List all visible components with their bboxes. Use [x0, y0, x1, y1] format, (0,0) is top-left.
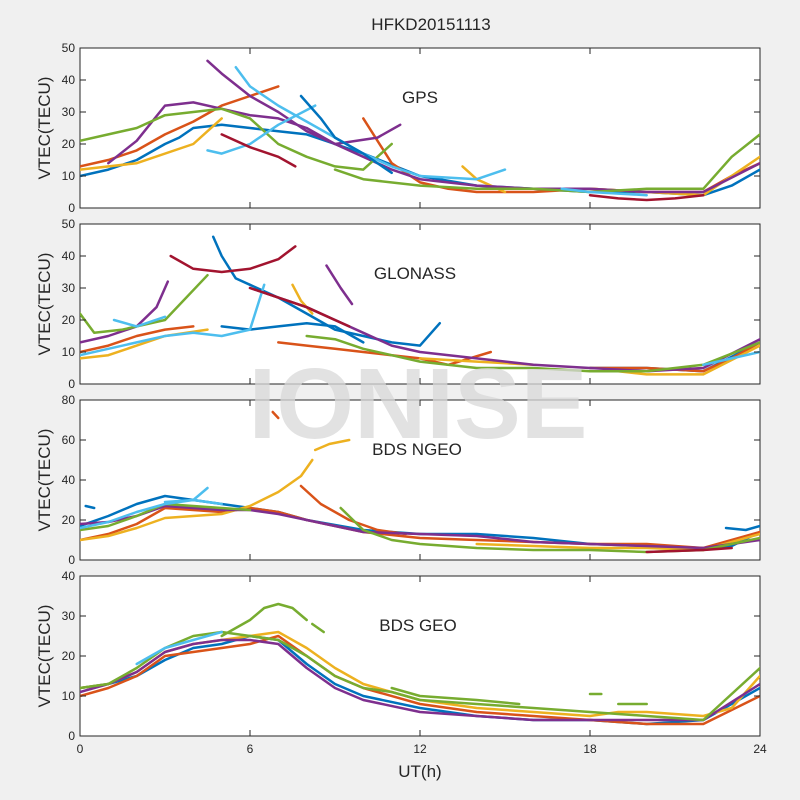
series-group-gps	[80, 59, 760, 202]
y-tick-label: 0	[68, 201, 75, 215]
y-tick-label: 40	[62, 473, 76, 487]
series-line-glonass-4	[80, 325, 195, 354]
y-tick-label: 20	[62, 649, 76, 663]
y-tick-label: 60	[62, 433, 76, 447]
y-tick-label: 10	[62, 689, 76, 703]
series-line-glonass-13	[325, 264, 354, 306]
figure-title: HFKD20151113	[371, 15, 490, 34]
series-line-bds-ngeo-14	[163, 498, 223, 506]
series-line-bds-geo-8	[390, 686, 521, 706]
y-tick-label: 50	[62, 41, 76, 55]
y-tick-label: 20	[62, 313, 76, 327]
panel-bds-geo: 0 6 12 18 24 0 10 20 30 40 VTEC(TECU) BDS GEO UT(h)	[35, 569, 767, 781]
series-line-bds-ngeo-8	[313, 438, 351, 452]
y-tick-label: 0	[68, 377, 75, 391]
watermark: IONISE	[249, 348, 588, 460]
series-line-glonass-16	[80, 283, 266, 357]
series-line-bds-geo-4	[80, 638, 760, 722]
series-line-glonass-2	[220, 321, 365, 344]
y-tick-label: 80	[62, 393, 76, 407]
annotation-bds-geo: BDS GEO	[379, 616, 456, 635]
series-line-bds-geo-11	[135, 630, 223, 666]
y-tick-label: 10	[62, 169, 76, 183]
y-tick-label: 40	[62, 249, 76, 263]
panel-bds-ngeo: 0 20 40 60 80 VTEC(TECU) BDS NGEO	[35, 393, 761, 567]
series-line-glonass-15	[305, 334, 760, 373]
series-line-bds-geo-6	[220, 602, 308, 638]
series-line-gps-4	[80, 117, 223, 171]
series-line-bds-ngeo-6	[271, 410, 280, 420]
y-tick-label: 0	[68, 553, 75, 567]
y-tick-label: 10	[62, 345, 76, 359]
series-line-gps-10	[333, 133, 760, 194]
y-tick-label: 20	[62, 513, 76, 527]
panels: 0 10 20 30 40 50 VTEC(TECU) GPS 0 10 20 30 40 50 VTEC(…	[35, 41, 767, 781]
series-line-bds-geo-7	[311, 622, 325, 634]
y-axis-label-gps: VTEC(TECU)	[35, 77, 54, 180]
series-line-gps-13	[560, 187, 648, 197]
x-tick-label: 6	[247, 742, 254, 756]
annotation-bds-ngeo: BDS NGEO	[372, 440, 462, 459]
series-line-gps-14	[220, 133, 297, 168]
series-line-bds-ngeo-5	[299, 484, 408, 536]
panel-glonass: 0 10 20 30 40 50 VTEC(TECU) GLONASS	[35, 217, 761, 391]
x-tick-label: 18	[583, 742, 597, 756]
series-line-bds-ngeo-10	[80, 504, 760, 550]
y-tick-label: 30	[62, 105, 76, 119]
series-group-bds-geo	[80, 602, 760, 726]
series-line-gps-11	[206, 104, 317, 155]
series-line-gps-7	[107, 101, 760, 194]
y-axis-label-bds-geo: VTEC(TECU)	[35, 605, 54, 708]
y-tick-label: 30	[62, 281, 76, 295]
series-line-glonass-18	[702, 350, 760, 367]
series-line-gps-8	[206, 59, 402, 146]
y-tick-label: 30	[62, 609, 76, 623]
y-tick-label: 20	[62, 137, 76, 151]
plot-area-bds-geo	[79, 575, 761, 737]
panel-gps: 0 10 20 30 40 50 VTEC(TECU) GPS	[35, 41, 761, 215]
annotation-gps: GPS	[402, 88, 438, 107]
y-tick-label: 0	[68, 729, 75, 743]
annotation-glonass: GLONASS	[374, 264, 456, 283]
series-line-bds-ngeo-15	[645, 546, 733, 554]
series-line-bds-ngeo-3	[724, 524, 760, 532]
series-group-glonass	[80, 235, 760, 376]
series-line-glonass-17	[112, 315, 167, 328]
x-tick-label: 12	[413, 742, 427, 756]
series-group-bds-ngeo	[80, 410, 760, 554]
series-line-bds-ngeo-13	[80, 486, 209, 530]
x-axis-label: UT(h)	[398, 762, 441, 781]
series-line-gps-16	[299, 94, 393, 175]
series-line-glonass-20	[248, 286, 351, 328]
y-axis-label-glonass: VTEC(TECU)	[35, 253, 54, 356]
x-tick-label: 0	[77, 742, 84, 756]
y-tick-label: 50	[62, 217, 76, 231]
series-line-gps-9	[80, 107, 393, 171]
y-tick-label: 40	[62, 569, 76, 583]
series-line-glonass-6	[588, 341, 760, 373]
series-line-bds-ngeo-2	[84, 504, 96, 510]
series-line-glonass-10	[617, 344, 760, 376]
series-line-glonass-14	[80, 273, 209, 335]
series-line-bds-ngeo-7	[80, 458, 314, 542]
y-axis-label-bds-ngeo: VTEC(TECU)	[35, 429, 54, 532]
y-tick-label: 40	[62, 73, 76, 87]
series-line-gps-15	[588, 193, 705, 202]
x-tick-label: 24	[753, 742, 767, 756]
series-line-glonass-19	[169, 245, 297, 274]
